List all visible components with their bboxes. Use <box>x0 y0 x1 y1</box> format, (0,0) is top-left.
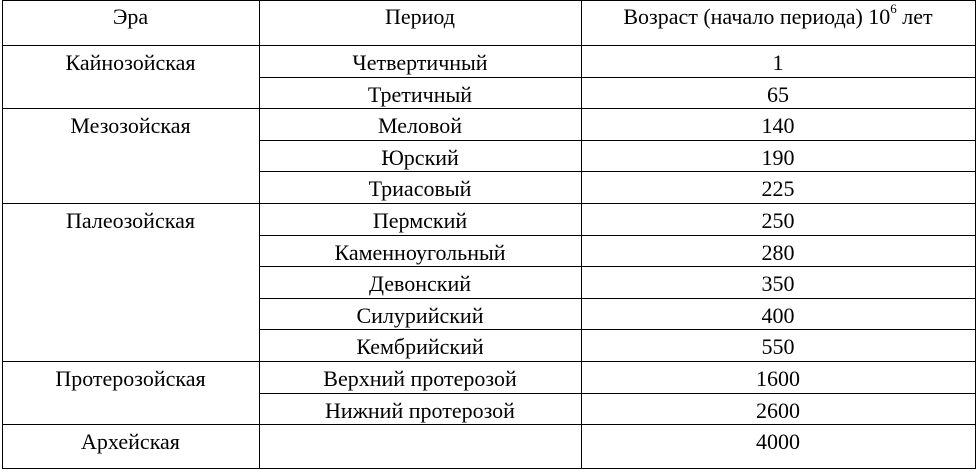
era-cell <box>2 266 259 298</box>
period-cell: Меловой <box>377 113 463 138</box>
row-divider <box>2 361 975 362</box>
row-divider <box>259 140 975 141</box>
age-cell: 350 <box>761 271 795 296</box>
period-cell: Силурийский <box>356 303 484 328</box>
period-cell: Верхний протерозой <box>323 366 517 391</box>
age-cell: 250 <box>761 208 795 233</box>
header-period: Период <box>385 4 455 29</box>
table-border-bottom <box>2 468 975 469</box>
period-cell: Четвертичный <box>352 50 488 75</box>
header-age-text: Возраст (начало периода) 106 лет <box>623 0 933 29</box>
era-cell <box>2 140 259 172</box>
era-cell: Палеозойская <box>66 208 195 233</box>
period-cell: Нижний протерозой <box>325 398 515 423</box>
table-border-top <box>2 0 975 1</box>
column-divider <box>581 0 582 469</box>
row-divider <box>259 77 975 78</box>
era-cell: Протерозойская <box>55 366 206 391</box>
age-cell: 550 <box>761 334 795 359</box>
header-age: Возраст (начало периода) 106 лет <box>581 0 975 45</box>
age-cell: 1600 <box>756 366 800 391</box>
period-cell: Каменноугольный <box>334 240 506 265</box>
age-cell: 190 <box>761 145 795 170</box>
row-divider <box>2 203 975 204</box>
column-divider <box>975 0 976 469</box>
row-divider <box>2 108 975 109</box>
period-cell: Юрский <box>381 145 459 170</box>
era-cell: Кайнозойская <box>65 50 196 75</box>
row-divider <box>259 266 975 267</box>
header-era: Эра <box>112 4 149 29</box>
era-cell <box>2 235 259 267</box>
age-cell: 2600 <box>756 398 800 423</box>
age-cell: 140 <box>761 113 795 138</box>
row-divider <box>259 298 975 299</box>
age-cell: 4000 <box>756 429 800 454</box>
era-cell <box>2 77 259 109</box>
period-cell: Кембрийский <box>356 334 484 359</box>
row-divider <box>259 393 975 394</box>
period-cell <box>259 424 581 456</box>
period-cell: Триасовый <box>368 176 472 201</box>
header-divider <box>2 45 975 46</box>
row-divider <box>259 235 975 236</box>
age-cell: 225 <box>761 176 795 201</box>
row-divider <box>259 171 975 172</box>
era-cell <box>2 171 259 203</box>
row-divider <box>259 329 975 330</box>
column-divider <box>2 0 3 469</box>
row-divider <box>2 424 975 425</box>
era-cell <box>2 329 259 361</box>
era-cell <box>2 298 259 330</box>
period-cell: Пермский <box>372 208 468 233</box>
column-divider <box>259 0 260 469</box>
age-cell: 1 <box>772 50 784 75</box>
age-cell: 280 <box>761 240 795 265</box>
period-cell: Девонский <box>368 271 472 296</box>
period-cell: Третичный <box>367 82 473 107</box>
age-cell: 400 <box>761 303 795 328</box>
era-cell <box>2 393 259 425</box>
era-cell: Архейская <box>81 429 180 454</box>
age-cell: 65 <box>767 82 789 107</box>
era-cell: Мезозойская <box>70 113 191 138</box>
